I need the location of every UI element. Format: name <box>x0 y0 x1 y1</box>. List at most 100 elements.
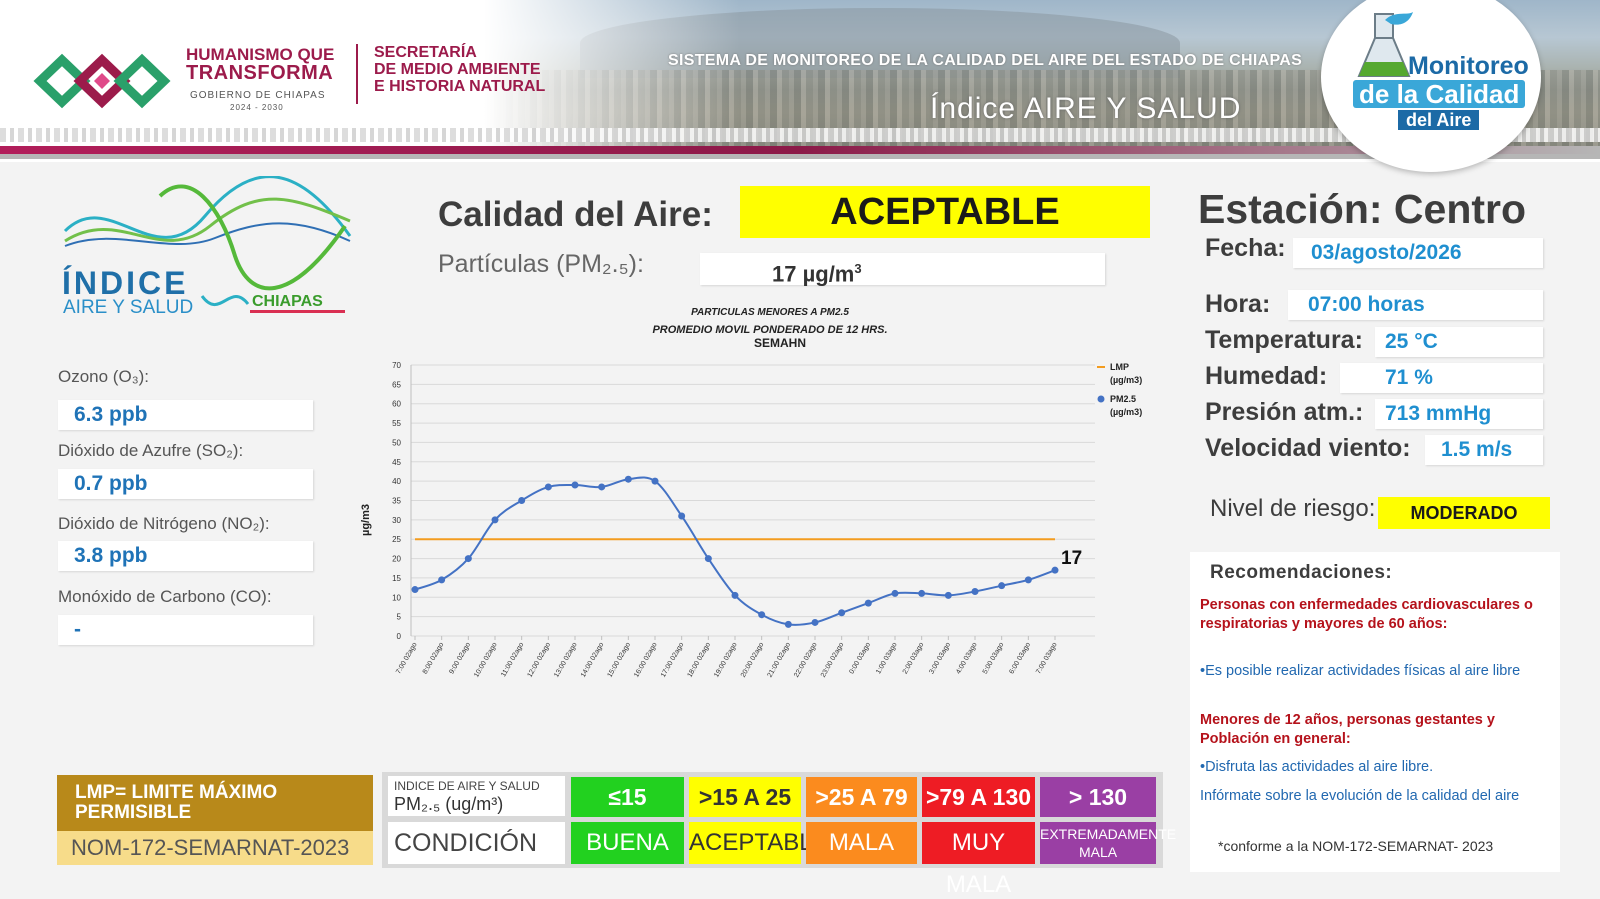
y-tick-label: 55 <box>392 419 401 428</box>
x-tick-label: 4:00 03ago <box>955 641 979 675</box>
y-tick-label: 50 <box>392 438 401 447</box>
y-tick-label: 45 <box>392 458 401 467</box>
temperature-value: 25 °C <box>1375 327 1543 357</box>
x-tick-label: 6:00 03ago <box>1008 641 1032 675</box>
scale-range-3: >79 A 130 <box>922 777 1035 817</box>
y-tick-label: 20 <box>392 555 401 564</box>
pm25-data-point <box>1024 576 1032 584</box>
flask-icon <box>1357 12 1413 77</box>
secretaria-line2: DE MEDIO AMBIENTE <box>374 61 541 78</box>
risk-value: MODERADO <box>1378 497 1550 529</box>
pm25-data-point <box>1051 566 1059 574</box>
air-quality-value: ACEPTABLE <box>740 186 1150 238</box>
pm25-data-point <box>411 586 419 594</box>
pressure-value: 713 mmHg <box>1375 399 1543 429</box>
gob-line1: HUMANISMO QUE <box>186 45 335 64</box>
pm25-data-point <box>518 497 526 504</box>
pm25-data-point <box>944 591 952 599</box>
last-value-label: 17 <box>1061 548 1082 569</box>
scale-range-2: >25 A 79 <box>806 777 917 817</box>
pm25-line-chart: PARTICULAS MENORES A PM2.5 PROMEDIO MOVI… <box>360 307 1142 679</box>
government-logo-icon <box>33 53 171 109</box>
pm25-data-point <box>491 516 499 524</box>
ozone-label: Ozono (O₃): <box>58 367 150 386</box>
humidity-label: Humedad: <box>1205 362 1328 390</box>
legend-label: LMP <box>1110 362 1129 372</box>
header-stripe <box>0 146 1600 154</box>
legend-unit: (µg/m3) <box>1110 375 1142 385</box>
pm25-value-box: 17 µg/m3 <box>700 253 1105 287</box>
pm25-data-point <box>678 512 686 520</box>
pm25-label: Partículas (PM₂.₅): <box>438 250 644 278</box>
pm25-data-point <box>998 582 1006 590</box>
scale-range-4: > 130 <box>1040 777 1156 817</box>
date-value: 03/agosto/2026 <box>1293 238 1543 268</box>
secretaria-line1: SECRETARÍA <box>374 44 477 61</box>
index-unit: PM₂.₅ (ug/m³) <box>394 794 504 814</box>
x-tick-label: 14:00 02ago <box>580 641 606 678</box>
x-tick-label: 19:00 02ago <box>713 641 739 678</box>
x-tick-label: 5:00 03ago <box>982 641 1006 675</box>
pm25-data-point <box>731 591 739 599</box>
recommendation-group2-text: •Disfruta las actividades al aire libre. <box>1200 759 1434 775</box>
pm25-value: 17 µg/m <box>772 261 855 287</box>
risk-label: Nivel de riesgo: <box>1210 495 1376 522</box>
wind-value: 1.5 m/s <box>1425 435 1543 465</box>
x-tick-label: 16:00 02ago <box>633 641 659 678</box>
so2-label: Dióxido de Azufre (SO₂): <box>58 441 244 460</box>
badge-line2: de la Calidad <box>1353 80 1526 108</box>
legend-unit: (µg/m3) <box>1110 407 1142 417</box>
x-tick-label: 20:00 02ago <box>740 641 766 678</box>
recommendations-title: Recomendaciones: <box>1210 562 1393 583</box>
recommendation-group1-title: Personas con enfermedades cardiovascular… <box>1200 597 1533 632</box>
pm25-data-point <box>438 576 446 584</box>
station-title: Estación: Centro <box>1198 186 1527 232</box>
norm-note: *conforme a la NOM-172-SEMARNAT- 2023 <box>1218 838 1494 854</box>
time-label: Hora: <box>1205 290 1271 318</box>
index-header: INDICE DE AIRE Y SALUD <box>394 779 540 793</box>
system-subtitle: Índice AIRE Y SALUD <box>930 92 1242 125</box>
gob-line3: GOBIERNO DE CHIAPAS <box>190 90 326 101</box>
so2-value: 0.7 ppb <box>58 469 313 499</box>
x-tick-label: 21:00 02ago <box>767 641 793 678</box>
scale-range-1: >15 A 25 <box>689 777 801 817</box>
pm25-data-point <box>571 481 579 489</box>
ozone-value: 6.3 ppb <box>58 400 313 430</box>
header-divider <box>356 44 358 104</box>
pm25-data-point <box>811 618 819 626</box>
lmp-definition: LMP= LIMITE MÁXIMO PERMISIBLE <box>57 775 373 831</box>
condition-header: CONDICIÓN <box>388 822 565 864</box>
y-tick-label: 30 <box>392 516 401 525</box>
air-quality-label: Calidad del Aire: <box>438 195 713 234</box>
time-value: 07:00 horas <box>1288 290 1543 320</box>
chart-y-label: µg/m3 <box>360 504 372 536</box>
scale-condition-1: ACEPTABLE <box>689 822 829 864</box>
pm25-data-point <box>758 611 766 619</box>
recommendation-group2-title: Menores de 12 años, personas gestantes y… <box>1200 712 1495 747</box>
legend-label: PM2.5 <box>1110 394 1136 404</box>
y-tick-label: 35 <box>392 497 401 506</box>
date-label: Fecha: <box>1205 234 1286 262</box>
pm25-data-point <box>838 609 846 617</box>
x-tick-label: 22:00 02ago <box>793 641 819 678</box>
x-tick-label: 2:00 03ago <box>902 641 926 675</box>
scale-condition-0: BUENA <box>571 822 684 864</box>
pm25-data-point <box>891 589 899 597</box>
gob-line2: TRANSFORMA <box>186 62 334 84</box>
scale-condition-3: MUY MALA <box>922 822 1035 898</box>
recommendation-group1-text: •Es posible realizar actividades físicas… <box>1200 663 1521 679</box>
recommendations-panel <box>1190 552 1560 872</box>
y-tick-label: 70 <box>392 361 401 370</box>
scale-range-0: ≤15 <box>571 777 684 817</box>
x-tick-label: 11:00 02ago <box>500 641 525 678</box>
pm25-unit-sup: 3 <box>854 261 862 276</box>
y-tick-label: 25 <box>392 535 401 544</box>
humidity-value: 71 % <box>1340 363 1543 393</box>
x-tick-label: 1:00 03ago <box>875 641 899 675</box>
system-title: SISTEMA DE MONITOREO DE LA CALIDAD DEL A… <box>668 52 1303 69</box>
chart-subtitle: PROMEDIO MOVIL PONDERADO DE 12 HRS. <box>652 324 887 336</box>
x-tick-label: 7:00 02ago <box>395 641 419 675</box>
x-tick-label: 10:00 02ago <box>473 641 499 678</box>
y-tick-label: 10 <box>392 593 401 602</box>
